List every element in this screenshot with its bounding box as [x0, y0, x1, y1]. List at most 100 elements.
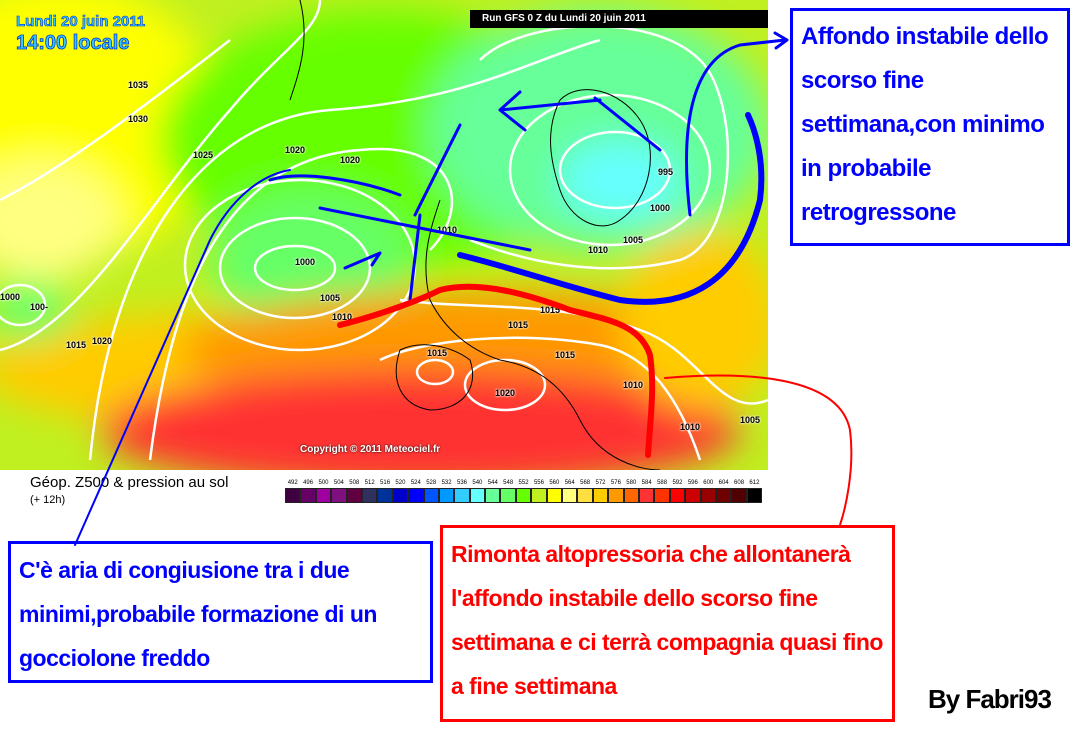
- scale-label: 520: [395, 480, 406, 486]
- copyright: Copyright © 2011 Meteociel.fr: [300, 444, 441, 455]
- scale-swatch: [331, 488, 347, 503]
- scale-swatch: [531, 488, 547, 503]
- scale-swatch: [300, 488, 316, 503]
- scale-step: 556: [531, 480, 547, 503]
- scale-label: 560: [549, 480, 560, 486]
- isobar-label: 100-: [30, 302, 49, 312]
- scale-swatch: [346, 488, 362, 503]
- scale-label: 508: [349, 480, 360, 486]
- scale-label: 516: [380, 480, 391, 486]
- isobar-label: 1010: [588, 245, 609, 255]
- scale-label: 492: [287, 480, 298, 486]
- scale-label: 572: [595, 480, 606, 486]
- scale-swatch: [392, 488, 409, 503]
- isobar-label: 1035: [128, 80, 149, 90]
- map-time: 14:00 locale: [16, 32, 130, 55]
- scale-label: 500: [318, 480, 329, 486]
- scale-label: 548: [503, 480, 514, 486]
- scale-label: 596: [687, 480, 698, 486]
- scale-swatch: [700, 488, 716, 503]
- scale-swatch: [377, 488, 393, 503]
- scale-swatch: [500, 488, 516, 503]
- scale-swatch: [638, 488, 655, 503]
- scale-label: 540: [472, 480, 483, 486]
- scale-label: 592: [672, 480, 683, 486]
- isobar-label: 1005: [320, 293, 341, 303]
- isobar-label: 1015: [508, 320, 529, 330]
- scale-swatch: [408, 488, 424, 503]
- isobar-label: 1015: [66, 340, 87, 350]
- scale-step: 564: [562, 480, 578, 503]
- scale-label: 512: [364, 480, 375, 486]
- scale-swatch: [669, 488, 686, 503]
- scale-swatch: [623, 488, 639, 503]
- scale-step: 512: [361, 480, 378, 503]
- isobar-label: 1010: [680, 422, 701, 432]
- isobar-label: 1000: [295, 257, 316, 267]
- scale-label: 504: [333, 480, 344, 486]
- isobar-label: 1020: [340, 155, 361, 165]
- scale-label: 568: [580, 480, 591, 486]
- scale-swatch: [731, 488, 747, 503]
- run-label: Run GFS 0 Z du Lundi 20 juin 2011: [470, 10, 768, 28]
- scale-label: 600: [703, 480, 714, 486]
- scale-label: 496: [303, 480, 314, 486]
- scale-step: 588: [654, 480, 670, 503]
- scale-swatch: [608, 488, 624, 503]
- scale-step: 492: [285, 480, 301, 503]
- scale-label: 528: [426, 480, 437, 486]
- scale-step: 532: [438, 480, 455, 503]
- scale-swatch: [654, 488, 670, 503]
- scale-swatch: [685, 488, 701, 503]
- scale-swatch: [469, 488, 486, 503]
- scale-swatch: [546, 488, 563, 503]
- scale-step: 516: [377, 480, 393, 503]
- isobar-label: 1015: [555, 350, 576, 360]
- scale-swatch: [361, 488, 378, 503]
- annotation-cold-drop: C'è aria di congiusione tra i due minimi…: [8, 541, 433, 683]
- isobar-label: 1030: [128, 114, 149, 124]
- scale-swatch: [438, 488, 455, 503]
- scale-label: 532: [441, 480, 452, 486]
- scale-label: 536: [456, 480, 467, 486]
- scale-step: 540: [469, 480, 486, 503]
- scale-step: 504: [331, 480, 347, 503]
- scale-swatch: [592, 488, 609, 503]
- scale-swatch: [715, 488, 732, 503]
- scale-label: 608: [734, 480, 745, 486]
- scale-swatch: [423, 488, 439, 503]
- isobar-label: 1010: [623, 380, 644, 390]
- isobar-label: 1020: [92, 336, 113, 346]
- scale-label: 588: [657, 480, 668, 486]
- scale-label: 524: [410, 480, 421, 486]
- scale-label: 612: [749, 480, 760, 486]
- isobar-label: 1025: [193, 150, 214, 160]
- signature: By Fabri93: [928, 684, 1052, 714]
- scale-step: 552: [515, 480, 532, 503]
- annotation-retrogression: Affondo instabile dello scorso fine sett…: [790, 8, 1070, 246]
- scale-step: 528: [423, 480, 439, 503]
- isobar-label: 1010: [332, 312, 353, 322]
- scale-step: 584: [638, 480, 655, 503]
- weather-map: Lundi 20 juin 2011 14:00 locale Run GFS …: [0, 0, 768, 470]
- scale-step: 568: [577, 480, 593, 503]
- scale-step: 608: [731, 480, 747, 503]
- scale-step: 580: [623, 480, 639, 503]
- scale-step: 576: [608, 480, 624, 503]
- scale-swatch: [577, 488, 593, 503]
- isobar-label: 1005: [623, 235, 644, 245]
- map-date: Lundi 20 juin 2011: [16, 13, 146, 31]
- scale-label: 556: [533, 480, 544, 486]
- scale-step: 572: [592, 480, 609, 503]
- scale-label: 544: [487, 480, 498, 486]
- scale-swatch: [562, 488, 578, 503]
- isobar-label: 1015: [427, 348, 448, 358]
- isobar-label: 1000: [0, 292, 21, 302]
- scale-swatch: [515, 488, 532, 503]
- scale-swatch: [454, 488, 470, 503]
- scale-label: 604: [718, 480, 729, 486]
- isobar-label: 1000: [650, 203, 671, 213]
- scale-step: 596: [685, 480, 701, 503]
- scale-step: 500: [315, 480, 332, 503]
- scale-step: 496: [300, 480, 316, 503]
